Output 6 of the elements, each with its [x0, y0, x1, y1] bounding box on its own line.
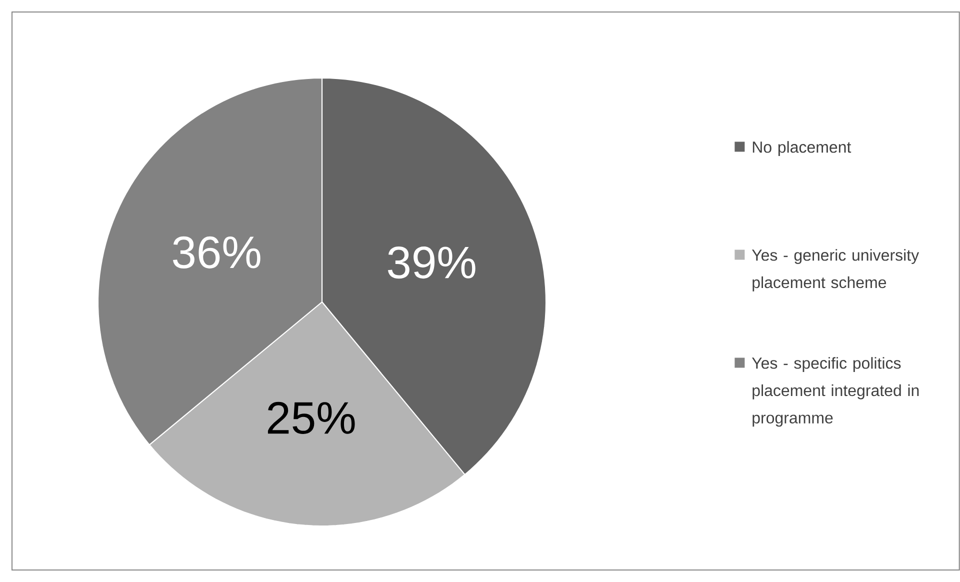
legend-label: No placement	[752, 141, 852, 156]
legend-label: Yes - generic university placement scheme	[752, 249, 920, 292]
legend-label: Yes - specific politics placement integrated in programme	[752, 357, 919, 427]
data-label: 39%	[388, 246, 476, 279]
data-label: 36%	[172, 236, 260, 268]
data-label: 25%	[268, 402, 355, 434]
